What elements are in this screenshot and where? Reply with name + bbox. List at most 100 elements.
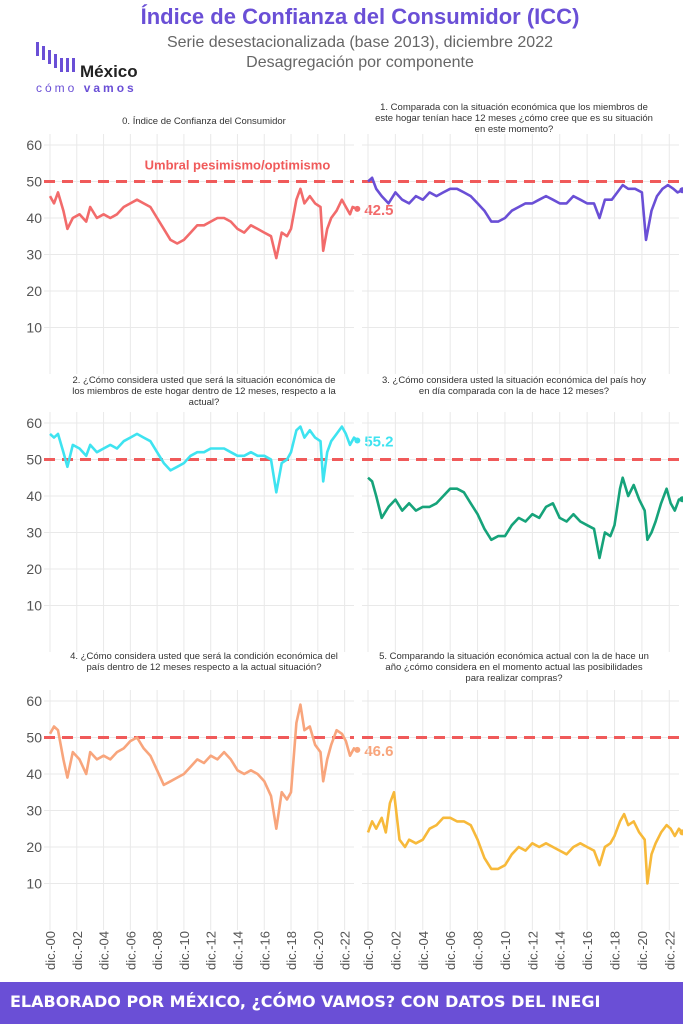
panel-title-line: los miembros de este hogar dentro de 12 … — [72, 386, 336, 397]
x-tick-label: dic.-04 — [97, 931, 112, 970]
logo-bar-2 — [42, 46, 45, 60]
y-tick-label: 60 — [26, 137, 42, 153]
x-tick-label: dic.-00 — [43, 931, 58, 970]
x-tick-label: dic.-12 — [525, 931, 540, 970]
panel-title-line: 2. ¿Cómo considera usted que será la sit… — [73, 375, 336, 386]
x-tick-label: dic.-16 — [257, 931, 272, 970]
panel-title-0: 0. Índice de Confianza del Consumidor — [122, 116, 286, 127]
panel-title-line: para realizar compras? — [465, 673, 562, 684]
y-tick-label: 10 — [26, 875, 42, 891]
x-tick-label: dic.-22 — [338, 931, 353, 970]
panel-title-line: actual? — [189, 397, 220, 408]
x-tick-label: dic.-20 — [311, 931, 326, 970]
y-tick-label: 40 — [26, 210, 42, 226]
x-tick-label: dic.-02 — [70, 931, 85, 970]
x-tick-label: dic.-18 — [284, 931, 299, 970]
series-line-2 — [49, 425, 359, 494]
y-tick-label: 50 — [26, 173, 42, 189]
logo-word-2b: vamos — [84, 81, 137, 95]
logo-word-2: cómo vamos — [36, 81, 137, 95]
panel-title-line: en día comparada con la de hace 12 meses… — [419, 386, 609, 397]
logo-bar-7 — [72, 58, 75, 72]
last-point — [679, 496, 683, 503]
panel-title-line: este hogar tenían hace 12 meses ¿cómo cr… — [375, 113, 653, 124]
y-tick-label: 50 — [26, 451, 42, 467]
y-tick-label: 60 — [26, 415, 42, 431]
panel-title-line: país dentro de 12 meses respecto a la ac… — [86, 662, 321, 673]
page-subtitle-2: Desagregación por componente — [246, 54, 474, 71]
panel-title-3: 3. ¿Cómo considera usted la situación ec… — [382, 375, 646, 397]
x-tick-label: dic.-20 — [635, 931, 650, 970]
x-tick-label: dic.-12 — [204, 931, 219, 970]
panel-3: 3. ¿Cómo considera usted la situación ec… — [362, 375, 683, 652]
x-tick-label: dic.-06 — [443, 931, 458, 970]
page-title: Índice de Confianza del Consumidor (ICC) — [141, 4, 580, 29]
y-tick-label: 20 — [26, 839, 42, 855]
panel-title-line: en este momento? — [475, 124, 554, 135]
x-tick-label: dic.-08 — [150, 931, 165, 970]
last-point — [679, 829, 683, 836]
series-line-5 — [366, 790, 683, 885]
y-tick-label: 20 — [26, 283, 42, 299]
y-tick-label: 30 — [26, 524, 42, 540]
panel-title-line: 4. ¿Cómo considera usted que será la con… — [70, 651, 338, 662]
last-value-label: 55.2 — [364, 433, 393, 450]
panel-title-1: 1. Comparada con la situación económica … — [375, 102, 653, 135]
y-tick-label: 10 — [26, 319, 42, 335]
page-subtitle-1: Serie desestacionalizada (base 2013), di… — [167, 34, 553, 51]
footer-text: ELABORADO POR MÉXICO, ¿CÓMO VAMOS? CON D… — [10, 992, 601, 1011]
y-tick-label: 20 — [26, 561, 42, 577]
logo: México cómo vamos — [36, 42, 138, 95]
logo-bar-4 — [54, 54, 57, 68]
panel-0: 0. Índice de Confianza del Consumidor 10 2… — [26, 116, 394, 374]
panel-title-4: 4. ¿Cómo considera usted que será la con… — [70, 651, 338, 673]
logo-word-2a: cómo — [36, 81, 77, 95]
last-point — [354, 746, 361, 753]
x-tick-label: dic.-16 — [580, 931, 595, 970]
panel-5: 5. Comparando la situación económica act… — [361, 651, 683, 970]
last-point — [354, 437, 361, 444]
y-tick-label: 10 — [26, 597, 42, 613]
footer-bar: ELABORADO POR MÉXICO, ¿CÓMO VAMOS? CON D… — [0, 982, 683, 1024]
panel-2: 2. ¿Cómo considera usted que será la sit… — [26, 375, 394, 652]
y-tick-label: 60 — [26, 693, 42, 709]
x-tick-label: dic.-18 — [608, 931, 623, 970]
series-line-0 — [48, 187, 358, 260]
last-point — [679, 187, 683, 194]
series-line-3 — [367, 476, 683, 560]
icc-chart-figure: Índice de Confianza del Consumidor (ICC)… — [26, 4, 683, 970]
y-tick-label: 40 — [26, 488, 42, 504]
series-line-1 — [367, 176, 683, 242]
x-tick-label: dic.-10 — [498, 931, 513, 970]
panel-title-2: 2. ¿Cómo considera usted que será la sit… — [72, 375, 336, 408]
y-tick-label: 40 — [26, 766, 42, 782]
last-point — [354, 205, 361, 212]
x-tick-label: dic.-14 — [230, 931, 245, 970]
x-tick-label: dic.-06 — [123, 931, 138, 970]
last-value-label: 42.5 — [364, 202, 393, 219]
y-tick-label: 50 — [26, 729, 42, 745]
logo-word-1: México — [80, 62, 138, 81]
x-tick-label: dic.-10 — [177, 931, 192, 970]
panel-title-line: 3. ¿Cómo considera usted la situación ec… — [382, 375, 646, 386]
logo-bar-6 — [66, 58, 69, 72]
logo-bar-1 — [36, 42, 39, 56]
x-tick-label: dic.-04 — [416, 931, 431, 970]
logo-bar-3 — [48, 50, 51, 64]
series-line-4 — [48, 703, 358, 830]
logo-bar-5 — [60, 58, 63, 72]
threshold-label: Umbral pesimismo/optimismo — [145, 157, 331, 172]
x-tick-label: dic.-02 — [388, 931, 403, 970]
panel-title-5: 5. Comparando la situación económica act… — [379, 651, 649, 684]
panel-1: 1. Comparada con la situación económica … — [362, 102, 683, 374]
y-tick-label: 30 — [26, 246, 42, 262]
x-tick-label: dic.-14 — [553, 931, 568, 970]
y-tick-label: 30 — [26, 802, 42, 818]
panel-title-line: 5. Comparando la situación económica act… — [379, 651, 649, 662]
panel-title-line: 1. Comparada con la situación económica … — [380, 102, 648, 113]
x-tick-label: dic.-00 — [361, 931, 376, 970]
panel-4: 4. ¿Cómo considera usted que será la con… — [26, 651, 393, 970]
x-tick-label: dic.-22 — [662, 931, 677, 970]
last-value-label: 46.6 — [364, 743, 393, 760]
x-tick-label: dic.-08 — [471, 931, 486, 970]
